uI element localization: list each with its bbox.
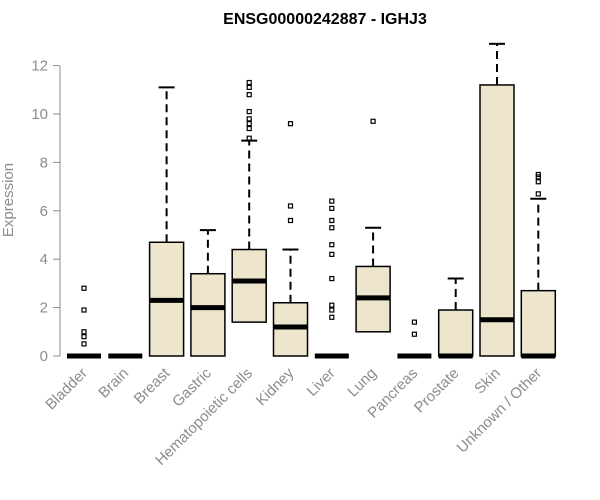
- box-kidney: [272, 121, 309, 357]
- y-tick-label: 0: [40, 348, 48, 365]
- x-tick-label: Prostate: [411, 365, 463, 417]
- outlier-point: [411, 319, 417, 325]
- outlier-point: [329, 242, 335, 248]
- outlier-point: [81, 334, 87, 340]
- x-tick-label: Breast: [131, 364, 174, 407]
- x-tick-label: Liver: [304, 365, 339, 400]
- outlier-point: [81, 307, 87, 313]
- x-tick-label: Brain: [95, 365, 132, 402]
- y-tick-label: 12: [31, 58, 48, 75]
- outlier-point: [329, 251, 335, 257]
- outlier-point: [535, 179, 541, 185]
- box-iqr: [479, 84, 515, 357]
- outlier-point: [81, 329, 87, 335]
- box-unknown-other: [520, 171, 557, 359]
- outlier-point: [287, 121, 294, 127]
- box-series: [67, 42, 557, 359]
- outlier-point: [81, 341, 87, 347]
- x-tick-label: Bladder: [42, 365, 91, 414]
- y-axis: 0 2 4 6 8 10 12: [31, 58, 61, 365]
- outlier-point: [246, 135, 252, 141]
- y-tick-label: 6: [40, 203, 48, 220]
- box-bladder: [67, 285, 101, 359]
- outlier-point: [287, 217, 294, 224]
- box-breast: [148, 86, 185, 357]
- outlier-point: [535, 191, 541, 197]
- outlier-point: [329, 307, 335, 313]
- outlier-point: [246, 92, 252, 98]
- y-tick-label: 8: [40, 154, 48, 171]
- outlier-point: [329, 302, 335, 308]
- x-tick-label: Kidney: [253, 364, 298, 409]
- chart-title: ENSG00000242887 - IGHJ3: [223, 11, 427, 28]
- box-pancreas: [397, 319, 432, 359]
- y-tick-label: 4: [40, 251, 48, 268]
- outlier-point: [246, 121, 252, 127]
- box-gastric: [190, 229, 226, 357]
- outlier-point: [329, 217, 335, 224]
- outlier-point: [535, 171, 541, 178]
- outlier-point: [329, 275, 335, 282]
- box-hematopoietic-cells: [231, 79, 267, 323]
- x-tick-label: Skin: [471, 365, 504, 398]
- y-axis-label: Expression: [0, 163, 17, 237]
- outlier-point: [411, 331, 417, 337]
- outlier-point: [246, 84, 252, 90]
- box-iqr: [520, 289, 557, 357]
- box-iqr: [231, 248, 267, 323]
- box-skin: [479, 42, 515, 357]
- outlier-point: [370, 118, 376, 124]
- box-iqr: [437, 309, 474, 357]
- y-tick-label: 10: [31, 106, 48, 123]
- outlier-point: [329, 314, 335, 320]
- outlier-point: [329, 225, 335, 231]
- box-lung: [355, 118, 391, 333]
- outlier-point: [329, 205, 335, 211]
- x-tick-label: Lung: [344, 365, 380, 401]
- outlier-point: [81, 285, 87, 291]
- outlier-point: [246, 125, 252, 132]
- outlier-point: [329, 198, 335, 204]
- outlier-point: [246, 116, 252, 122]
- y-tick-label: 2: [40, 300, 48, 317]
- outlier-point: [287, 203, 294, 209]
- outlier-point: [246, 79, 252, 86]
- box-iqr: [190, 272, 226, 357]
- box-prostate: [437, 277, 474, 359]
- outlier-point: [246, 108, 252, 115]
- box-liver: [314, 198, 349, 359]
